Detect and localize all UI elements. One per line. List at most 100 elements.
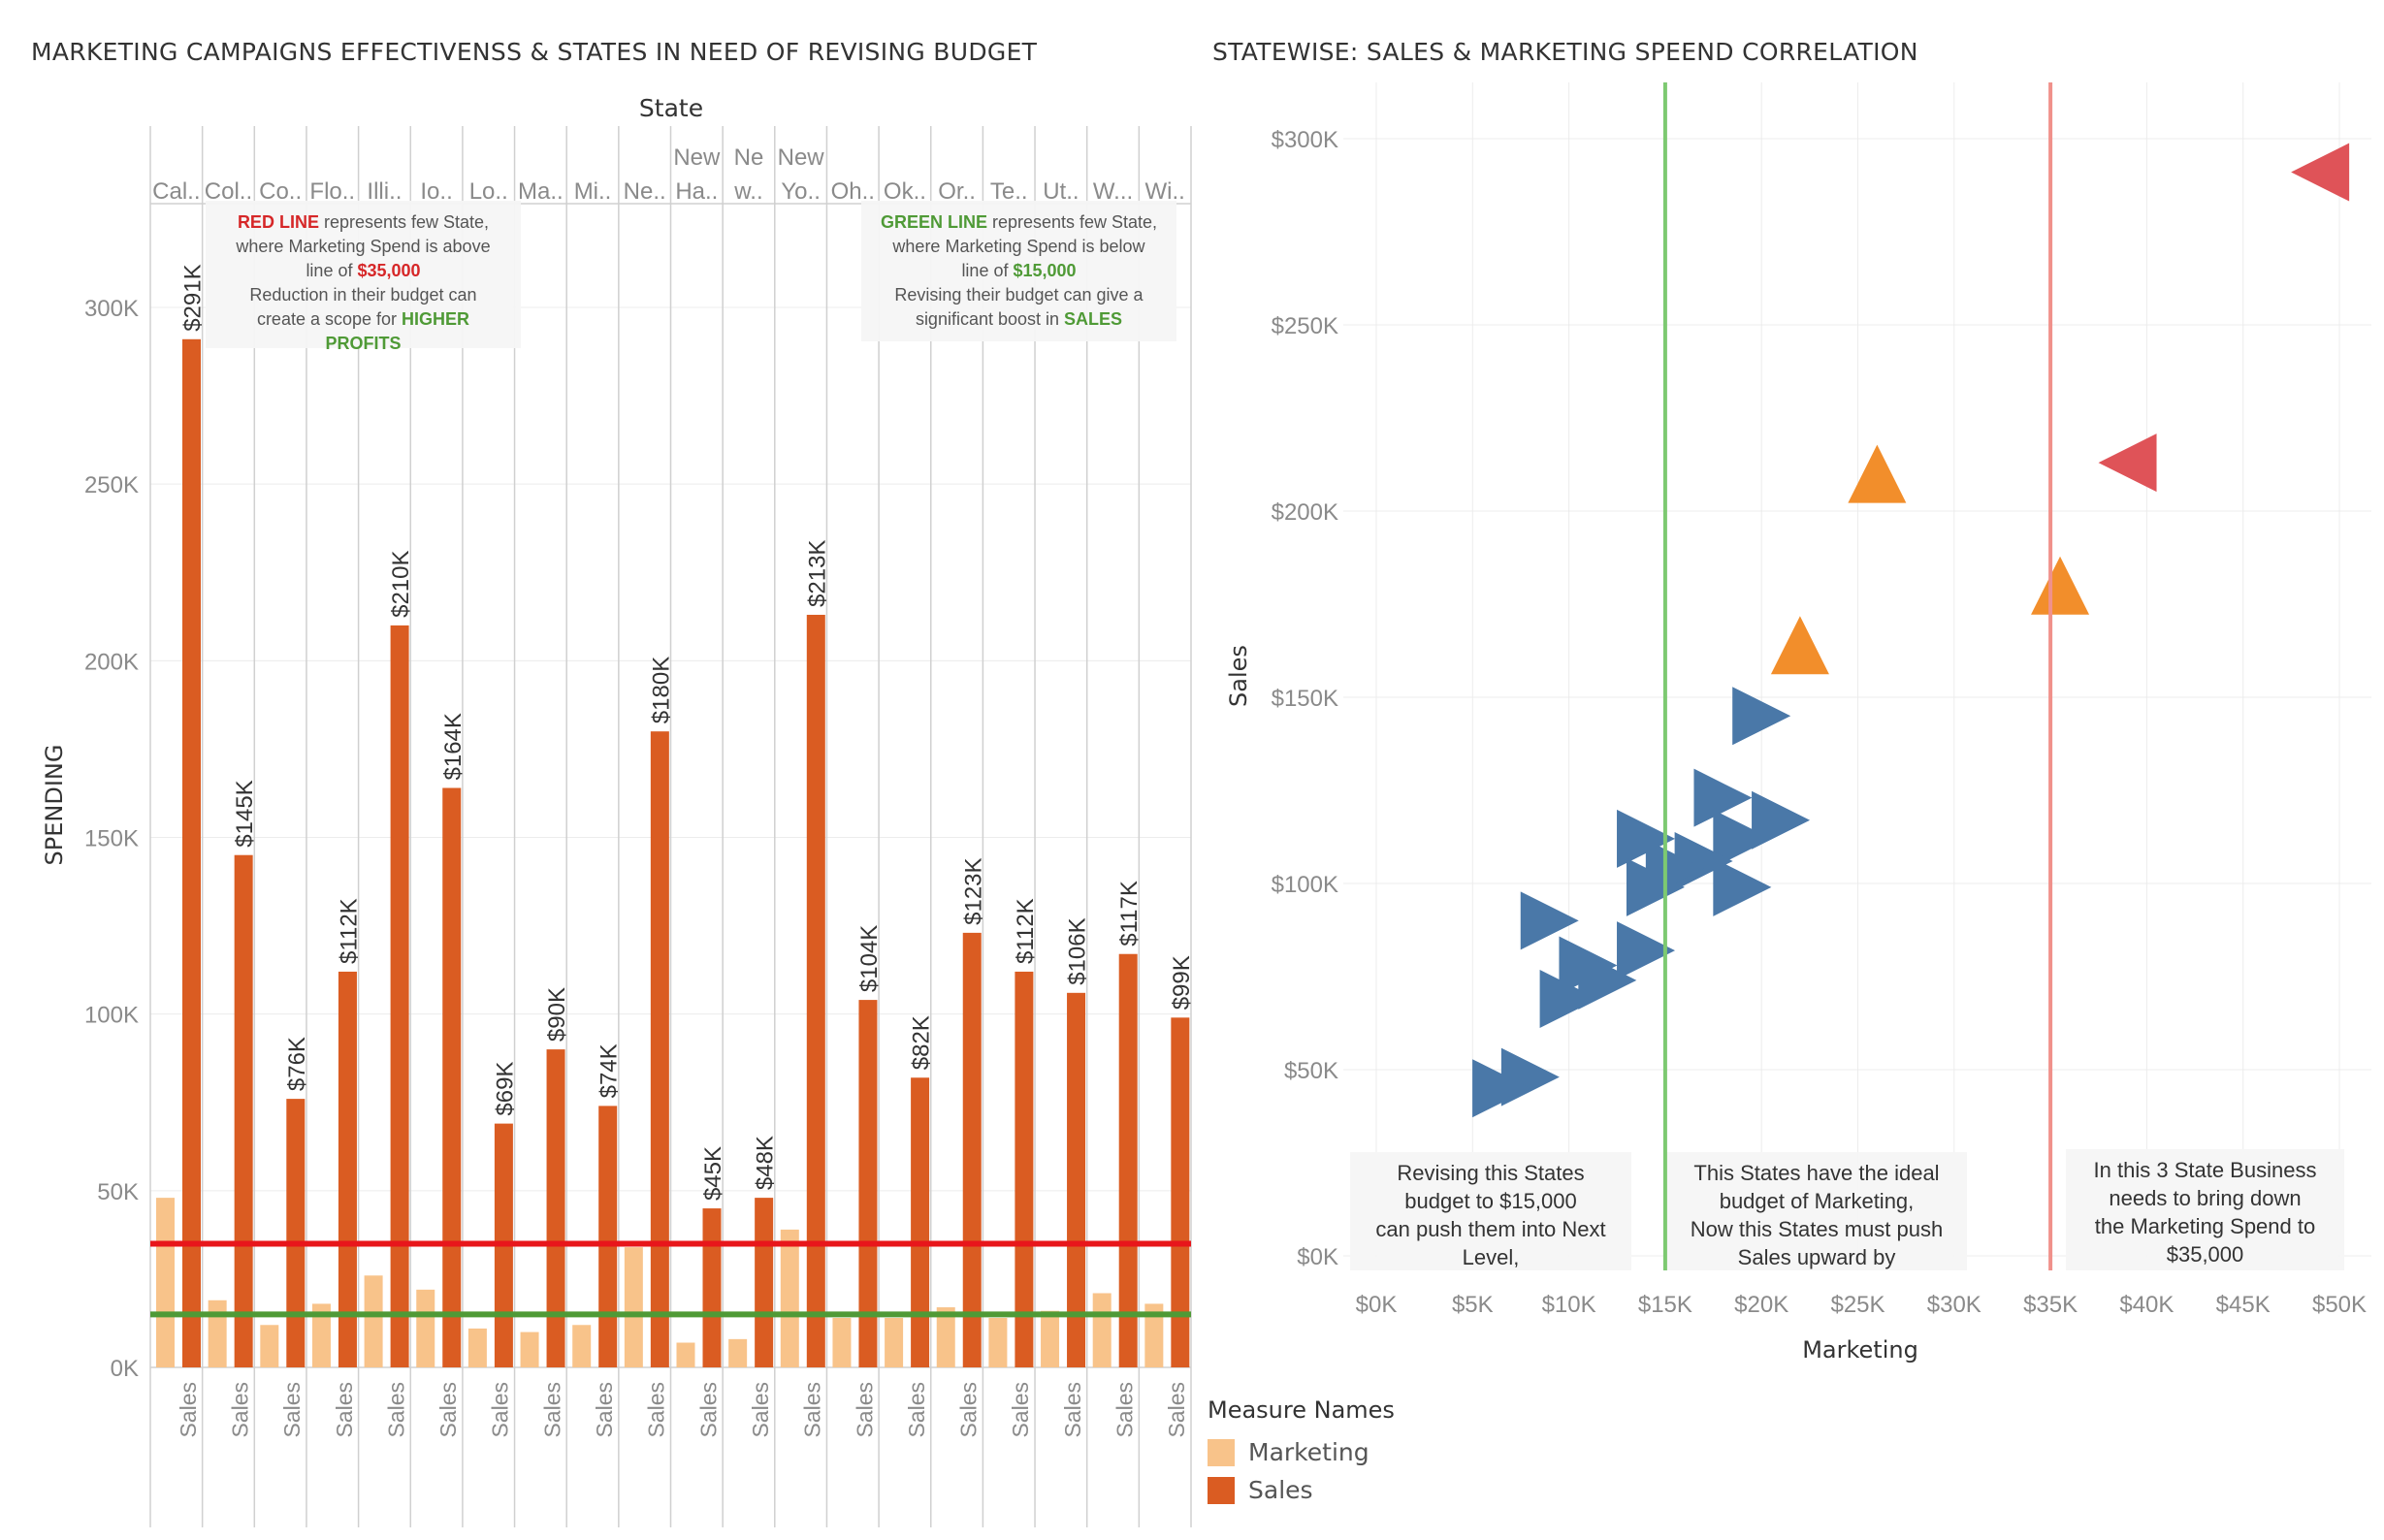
scatter-x-tick-label: $30K <box>1927 1292 1981 1318</box>
red-line-annotation-bg <box>206 201 521 348</box>
scatter-y-tick-label: $0K <box>1297 1244 1338 1270</box>
category-label: Ne.. <box>624 178 666 205</box>
y-tick-label: 300K <box>84 296 139 322</box>
sales-bar <box>1171 1017 1190 1367</box>
reduce-spend-annotation: In this 3 State Business needs to bring d… <box>2066 1149 2344 1270</box>
marketing-bar <box>156 1198 175 1367</box>
red-line-annotation: RED LINE represents few State, where Mark… <box>206 201 521 353</box>
sales-bar <box>234 854 253 1367</box>
marketing-bar <box>832 1317 852 1367</box>
sales-value-label: $112K <box>336 898 362 964</box>
scatter-y-tick-label: $50K <box>1284 1058 1338 1084</box>
category-label: Wi.. <box>1145 178 1185 205</box>
revise-budget-annotation-line: Level, <box>1463 1245 1520 1269</box>
annotation-text-span: GREEN LINE <box>881 212 987 232</box>
red-line-annotation-line: where Marketing Spend is above <box>235 237 490 256</box>
reduce-spend-annotation-line: $35,000 <box>2167 1242 2244 1267</box>
marketing-bar <box>885 1317 904 1367</box>
category-label: Illi.. <box>367 178 402 205</box>
bottom-measure-label: Sales <box>488 1382 513 1438</box>
ideal-budget-annotation-line: This States have the ideal <box>1693 1161 1939 1185</box>
scatter-x-axis-label: Marketing <box>1802 1336 1918 1364</box>
scatter-y-axis-label: Sales <box>1225 645 1252 707</box>
scatter-y-tick-label: $150K <box>1272 686 1338 712</box>
bar-chart: 0K 50K 100K 150K 200K 250K 300K State SPENDING Ca… <box>41 94 1195 1527</box>
sales-value-label: $82K <box>909 1015 935 1070</box>
category-label: Oh.. <box>831 178 875 205</box>
category-label: Co.. <box>259 178 302 205</box>
sales-bar <box>1015 971 1034 1367</box>
legend-item-marketing[interactable]: Marketing <box>1208 1433 1395 1471</box>
scatter-y-tick-label: $200K <box>1272 499 1338 526</box>
scatter-x-tick-label: $10K <box>1542 1292 1596 1318</box>
bottom-measure-label: Sales <box>852 1382 877 1438</box>
scatter-x-tick-label: $5K <box>1452 1292 1494 1318</box>
sales-bar <box>182 338 201 1367</box>
scatter-x-tick-label: $20K <box>1734 1292 1788 1318</box>
scatter-x-tick-label: $15K <box>1638 1292 1692 1318</box>
bottom-measure-label: Sales <box>227 1382 252 1438</box>
sales-value-label: $99K <box>1169 955 1195 1010</box>
y-tick-label: 50K <box>97 1179 139 1205</box>
red-line-annotation-line: create a scope for HIGHER <box>257 309 469 329</box>
marketing-bar <box>208 1299 227 1367</box>
sales-value-label: $106K <box>1065 917 1091 984</box>
ideal-budget-annotation-line: Sales upward by <box>1738 1245 1896 1269</box>
annotation-text-span: represents few State, <box>319 212 489 232</box>
y-tick-label: 100K <box>84 1003 139 1029</box>
marketing-bar <box>364 1275 383 1367</box>
bottom-measure-label: Sales <box>1060 1382 1085 1438</box>
sales-value-label: $69K <box>492 1062 518 1116</box>
bottom-measure-label: Sales <box>332 1382 357 1438</box>
bottom-measure-label: Sales <box>383 1382 408 1438</box>
category-label: Flo.. <box>309 178 355 205</box>
bottom-measure-label: Sales <box>644 1382 669 1438</box>
sales-bar <box>650 731 669 1367</box>
sales-value-label: $90K <box>544 987 570 1042</box>
legend-item-sales[interactable]: Sales <box>1208 1471 1395 1509</box>
annotation-text-span: line of <box>961 261 1013 280</box>
legend: Measure Names Marketing Sales <box>1208 1396 1395 1509</box>
sales-bar <box>442 787 462 1367</box>
red-line-annotation-line: line of $35,000 <box>306 261 420 280</box>
sales-bar <box>806 614 825 1367</box>
marketing-bar <box>520 1331 539 1367</box>
marketing-bar <box>467 1328 487 1367</box>
sales-value-label: $213K <box>804 540 830 607</box>
legend-label-marketing: Marketing <box>1248 1438 1369 1466</box>
green-line-annotation-line: GREEN LINE represents few State, <box>881 212 1157 232</box>
bottom-measure-label: Sales <box>1112 1382 1138 1438</box>
revise-budget-annotation-line: budget to $15,000 <box>1404 1189 1576 1213</box>
sales-value-label: $112K <box>1013 898 1039 964</box>
category-label: Ok.. <box>884 178 926 205</box>
sales-bar <box>546 1049 565 1367</box>
marketing-bar <box>1092 1293 1111 1367</box>
category-label: Lo.. <box>469 178 508 205</box>
marketing-bar <box>1144 1303 1164 1367</box>
marketing-bar <box>624 1247 643 1367</box>
scatter-point <box>2291 143 2350 202</box>
bottom-measure-label: Sales <box>592 1382 617 1438</box>
green-line-annotation-line: Revising their budget can give a <box>894 285 1144 305</box>
category-label: Ma.. <box>518 178 564 205</box>
right-chart-title: STATEWISE: SALES & MARKETING SPEEND CORR… <box>1212 38 1918 66</box>
sales-value-label: $210K <box>388 550 414 617</box>
annotation-text-span: Reduction in their budget can <box>249 285 476 305</box>
green-line-annotation-line: where Marketing Spend is below <box>891 237 1145 256</box>
annotation-text-span: $35,000 <box>357 261 420 280</box>
sales-bar <box>962 932 982 1367</box>
marketing-bar <box>728 1338 748 1367</box>
annotation-text-span: create a scope for <box>257 309 402 329</box>
scatter-point <box>1472 1059 1531 1118</box>
scatter-y-tick-label: $300K <box>1272 127 1338 153</box>
ideal-budget-annotation-line: Now this States must push <box>1691 1217 1943 1241</box>
y-tick-label: 200K <box>84 649 139 675</box>
marketing-bar <box>260 1325 279 1367</box>
bottom-measure-label: Sales <box>279 1382 305 1438</box>
sales-bar <box>338 971 357 1367</box>
sales-value-label: $117K <box>1116 881 1143 946</box>
green-line-annotation-line: significant boost in SALES <box>916 309 1122 329</box>
annotation-text-span: where Marketing Spend is above <box>235 237 490 256</box>
reduce-spend-annotation-line: the Marketing Spend to <box>2095 1214 2315 1238</box>
bottom-measure-label: Sales <box>956 1382 982 1438</box>
